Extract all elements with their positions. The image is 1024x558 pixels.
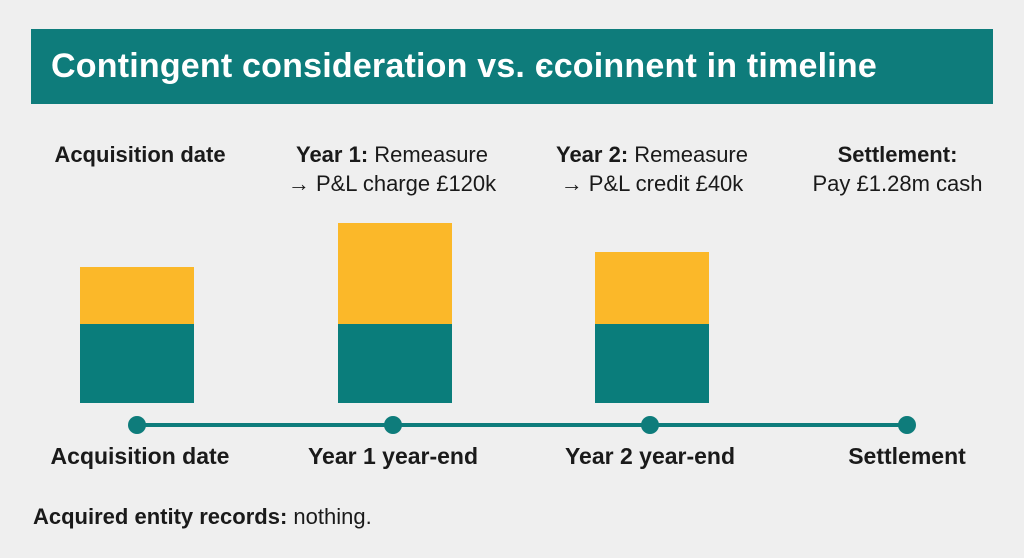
timeline-dot-year1	[384, 416, 402, 434]
timeline-label-settlement: Settlement	[848, 443, 966, 469]
column-heading: Year 1:	[295, 142, 369, 167]
column-label-acquisition: Acquisition date	[40, 140, 240, 169]
footnote: Acquired entity records: nothing.	[33, 504, 372, 530]
column-heading: Acquisition date	[54, 142, 226, 167]
column-detail: Remeasure	[368, 142, 488, 167]
timeline-label-acquisition: Acquisition date	[50, 443, 230, 469]
bar-segment-base	[80, 323, 194, 403]
column-line2: → P&L credit £40k	[560, 171, 744, 196]
column-label-settlement: Settlement: Pay £1.28m cash	[790, 140, 1005, 198]
timeline-label-year2: Year 2 year-end	[564, 443, 736, 469]
bar-segment-base	[595, 323, 709, 403]
timeline-label-year1: Year 1 year-end	[307, 443, 479, 469]
timeline-dot-acquisition	[128, 416, 146, 434]
timeline-dot-settlement	[898, 416, 916, 434]
bar-year2	[595, 252, 709, 403]
bar-acquisition	[80, 267, 194, 403]
bar-segment-base	[338, 323, 452, 403]
bar-segment-top	[80, 267, 194, 324]
column-heading: Settlement:	[837, 142, 958, 167]
column-label-year2: Year 2: Remeasure → P&L credit £40k	[522, 140, 782, 198]
bar-segment-top	[595, 252, 709, 324]
bar-segment-top	[338, 222, 452, 324]
column-heading: Year 2:	[555, 142, 629, 167]
timeline-dot-year2	[641, 416, 659, 434]
page-title: Contingent consideration vs. єcoinnent i…	[51, 47, 877, 85]
column-label-year1: Year 1: Remeasure → P&L charge £120k	[262, 140, 522, 198]
column-line2: Pay £1.28m cash	[812, 171, 983, 196]
column-detail: Remeasure	[628, 142, 748, 167]
timeline-line	[137, 423, 907, 427]
title-banner: Contingent consideration vs. єcoinnent i…	[31, 29, 993, 104]
column-line2: → P&L charge £120k	[287, 171, 497, 196]
footnote-text: nothing.	[287, 504, 372, 529]
bar-year1	[338, 222, 452, 403]
footnote-label: Acquired entity records:	[33, 504, 288, 529]
